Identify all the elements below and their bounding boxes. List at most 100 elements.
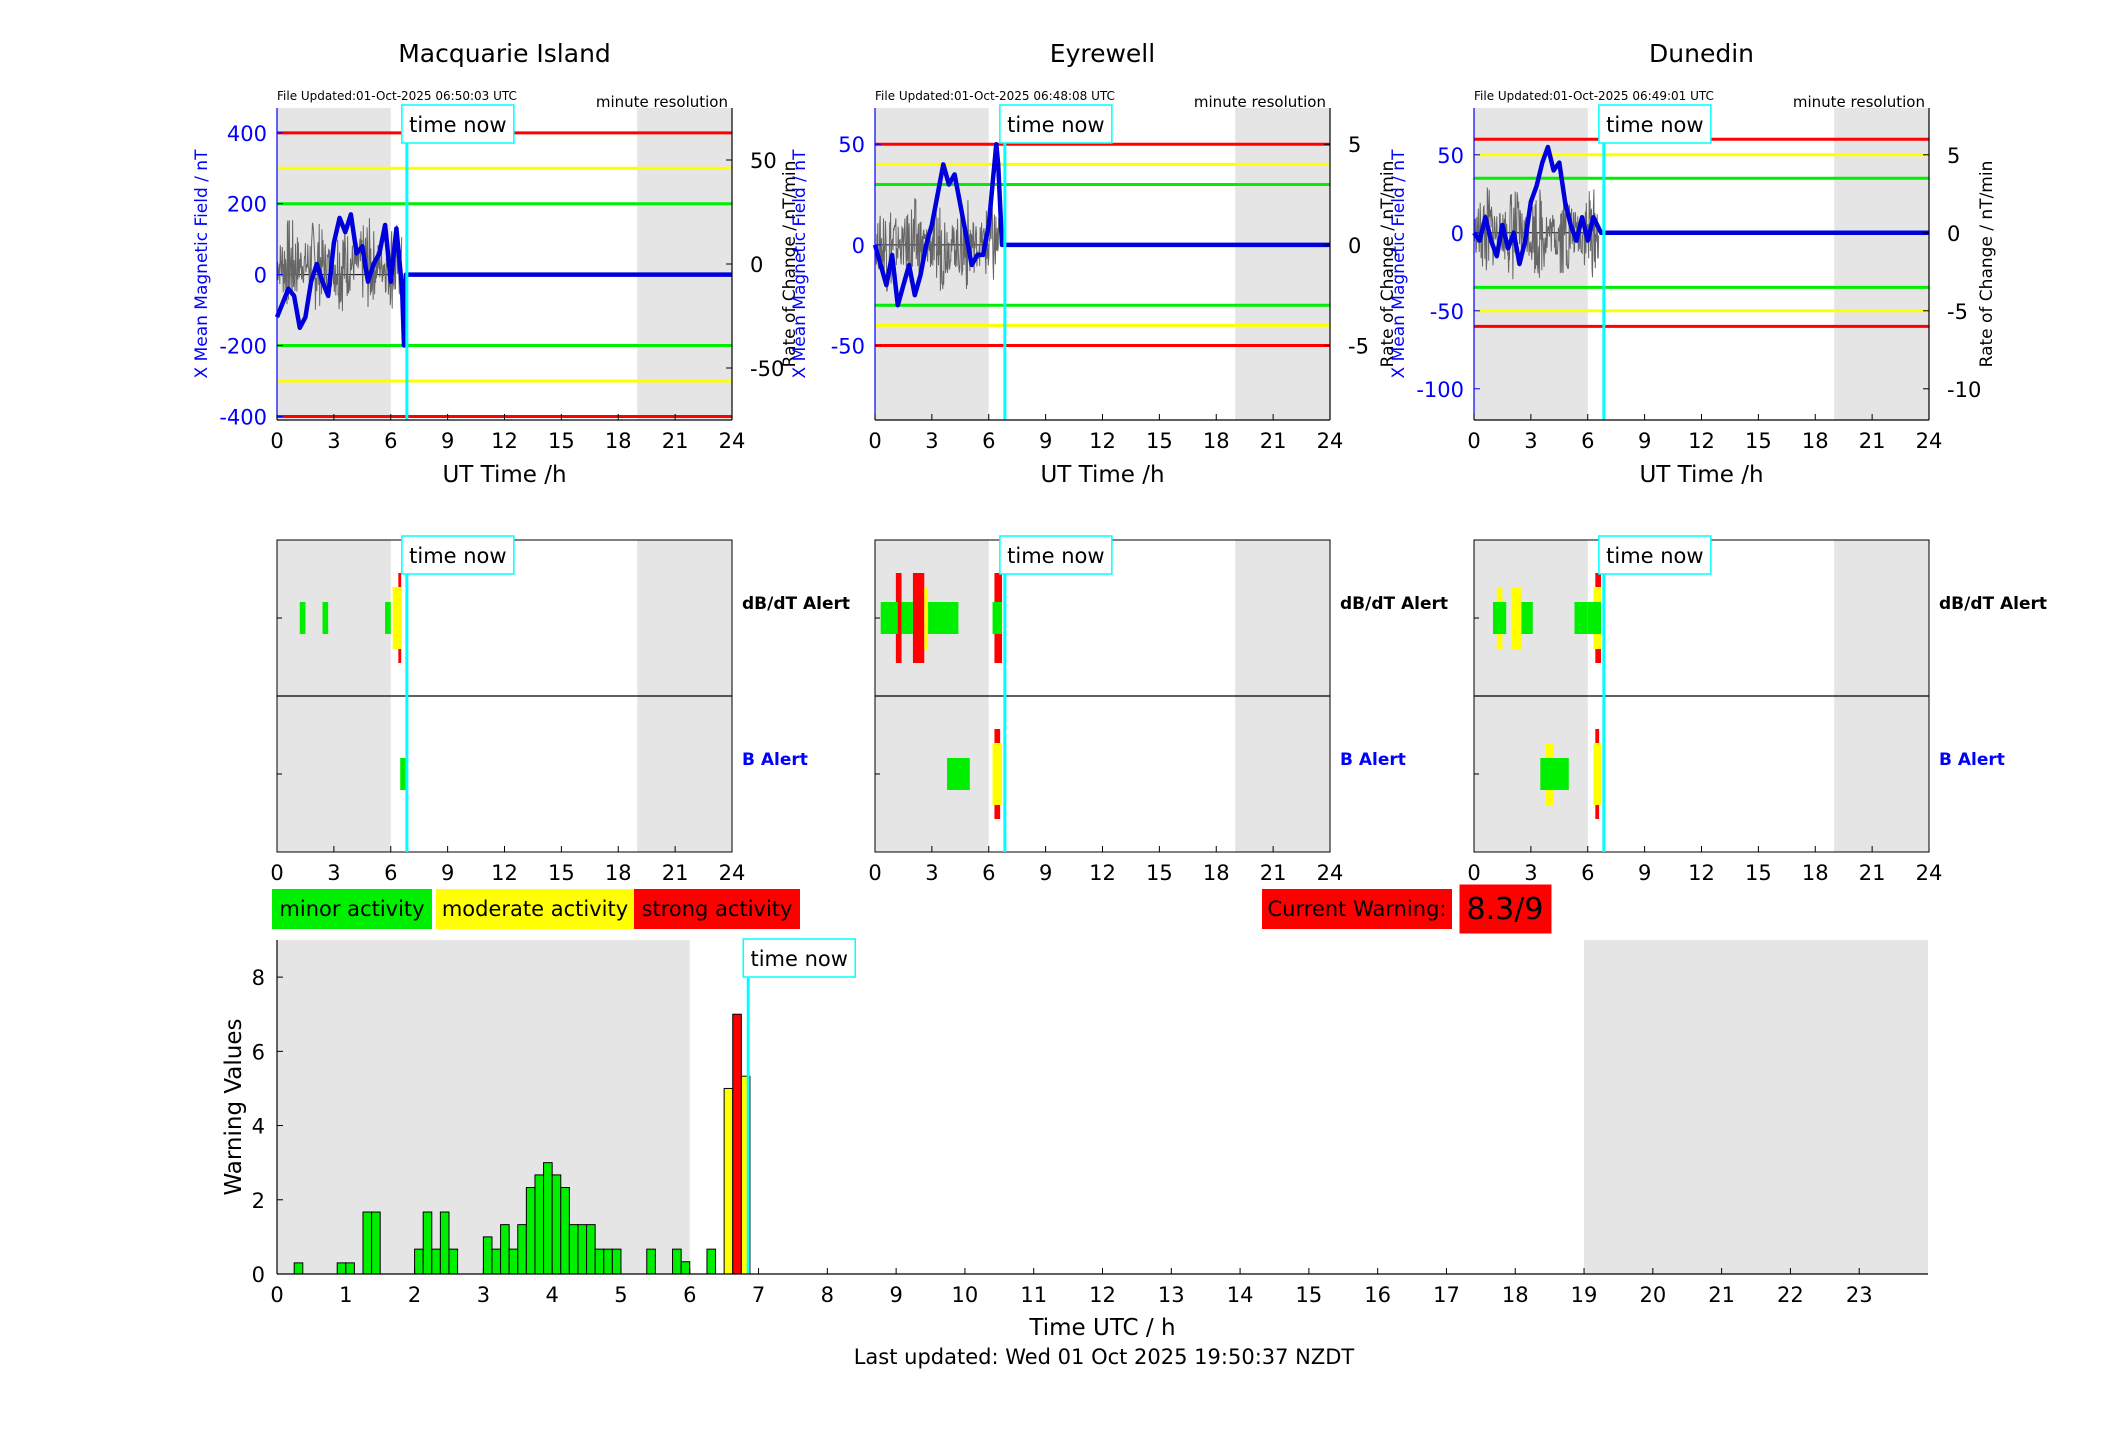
x-tick-label: 15	[1745, 861, 1772, 885]
x-tick-label: 18	[605, 429, 632, 453]
x-tick-label: 10	[952, 1283, 979, 1307]
current-warning-value-box	[1456, 881, 1555, 937]
x-tick-label: 9	[1039, 429, 1052, 453]
file-updated-text: File Updated:01-Oct-2025 06:49:01 UTC	[1474, 89, 1714, 103]
warning-bar	[586, 1224, 596, 1275]
dbdt-alert-bar-moderate	[1511, 587, 1522, 649]
dbdt-alert-bar-moderate	[392, 587, 402, 649]
warning-bar	[517, 1224, 527, 1275]
warning-bar	[551, 1174, 562, 1275]
b-alert-bar-minor	[400, 758, 406, 790]
b-alert-bar-moderate	[1593, 743, 1602, 805]
b-alert-label: B Alert	[1340, 750, 1406, 770]
legend-minor-box	[272, 889, 432, 929]
warning-bar	[448, 1248, 459, 1275]
x-tick-label: 9	[1638, 429, 1651, 453]
x-tick-label: 6	[1581, 861, 1594, 885]
x-tick-label: 18	[1203, 861, 1230, 885]
y-tick-label-right: -5	[1947, 300, 1968, 324]
warning-bar	[732, 1013, 742, 1275]
y-tick-label-right: 0	[750, 253, 763, 277]
x-tick-label: 15	[548, 861, 575, 885]
x-tick-label: 15	[1146, 429, 1173, 453]
x-tick-label: 23	[1846, 1283, 1873, 1307]
warning-bar	[543, 1162, 553, 1275]
y-tick-label-left: 50	[838, 133, 865, 157]
y-tick-label-right: 5	[1947, 144, 1960, 168]
warning-bar	[568, 1224, 579, 1275]
x-tick-label: 21	[1708, 1283, 1735, 1307]
time-now-box	[401, 535, 515, 575]
y-tick-label-right: -10	[1947, 378, 1981, 402]
warning-bar	[706, 1248, 717, 1275]
rate-of-change-trace	[1473, 187, 1600, 280]
time-now-box	[401, 104, 515, 144]
x-tick-label: 24	[1916, 861, 1943, 885]
y-tick-label-left: 0	[254, 264, 267, 288]
x-tick-label: 9	[889, 1283, 902, 1307]
x-tick-label: 3	[1524, 429, 1537, 453]
x-tick-label: 0	[1467, 861, 1480, 885]
x-tick-label: 11	[1020, 1283, 1047, 1307]
y-tick-label-left: -400	[219, 405, 267, 429]
y-tick-label-left: -50	[831, 335, 865, 359]
x-tick-label: 12	[1688, 861, 1715, 885]
file-updated-text: File Updated:01-Oct-2025 06:50:03 UTC	[277, 89, 517, 103]
x-tick-label: 6	[384, 861, 397, 885]
b-alert-bar-minor	[1540, 758, 1569, 790]
warning-bar	[672, 1248, 682, 1275]
warning-bar	[293, 1262, 304, 1275]
legend-minor-label: minor activity	[279, 897, 424, 921]
warning-bar	[371, 1211, 381, 1275]
resolution-text: minute resolution	[1194, 93, 1326, 111]
warning-bar	[577, 1224, 588, 1275]
warning-bar	[500, 1224, 510, 1275]
x-tick-label: 6	[982, 861, 995, 885]
y-tick-label-left: 200	[227, 193, 267, 217]
x-tick-label: 24	[719, 429, 746, 453]
x-tick-label: 12	[1089, 1283, 1116, 1307]
y-axis-label: Warning Values	[221, 1018, 247, 1195]
x-tick-label: 8	[821, 1283, 834, 1307]
x-tick-label: 15	[1296, 1283, 1323, 1307]
x-tick-label: 18	[1203, 429, 1230, 453]
legend-moderate-box	[436, 889, 634, 929]
night-shade	[1235, 108, 1330, 420]
x-tick-label: 0	[270, 429, 283, 453]
x-tick-label: 0	[270, 861, 283, 885]
x-axis-label: Time UTC / h	[1028, 1315, 1175, 1341]
time-now-label: time now	[750, 947, 847, 971]
y-axis-label-right: Rate of Change / nT/min	[1378, 161, 1398, 368]
warning-bar	[560, 1187, 570, 1275]
station-panels: Macquarie Island File Updated:01-Oct-2025…	[192, 39, 1997, 488]
dbdt-alert-bar-minor	[1587, 602, 1602, 634]
warning-bar	[525, 1187, 536, 1275]
x-axis-label: UT Time /h	[1639, 462, 1763, 488]
y-axis-label-left: X Mean Magnetic Field / nT	[1389, 149, 1409, 379]
y-tick-label-left: 50	[1437, 144, 1464, 168]
time-now-box	[999, 104, 1113, 144]
station-panel-2: Dunedin File Updated:01-Oct-2025 06:49:01…	[1389, 39, 1997, 488]
night-shade	[277, 940, 690, 1274]
y-tick-label: 2	[252, 1189, 265, 1213]
mean-field-series	[872, 141, 1330, 308]
x-tick-label: 6	[982, 429, 995, 453]
alert-panel-2: time now 0 3 6 9 12 15 18 21 24 dB/dT Alert B Alert	[1467, 535, 2047, 885]
x-tick-label: 6	[1581, 429, 1594, 453]
x-tick-label: 3	[925, 861, 938, 885]
current-warning-label-box	[1262, 889, 1452, 929]
y-axis-label-left: X Mean Magnetic Field / nT	[790, 149, 810, 379]
y-axis-label-right: Rate of Change / nT/min	[780, 161, 800, 368]
x-tick-label: 12	[491, 429, 518, 453]
x-tick-label: 7	[752, 1283, 765, 1307]
current-warning-value: 8.3/9	[1467, 892, 1544, 927]
x-tick-label: 9	[441, 861, 454, 885]
mean-field-series	[1472, 144, 1929, 267]
x-tick-label: 15	[1745, 429, 1772, 453]
time-now-label: time now	[1007, 544, 1104, 568]
x-tick-label: 15	[548, 429, 575, 453]
warning-bar	[646, 1248, 656, 1275]
warning-bar	[362, 1211, 373, 1275]
x-tick-label: 24	[719, 861, 746, 885]
